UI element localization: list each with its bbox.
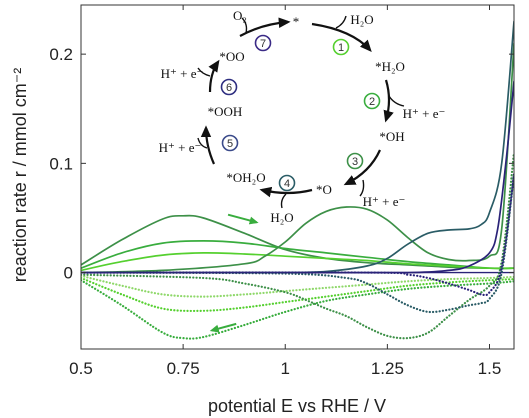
x-axis-title: potential E vs RHE / V: [208, 396, 386, 416]
cycle-arrow-2: [383, 79, 394, 123]
species-free-site: *: [293, 14, 300, 29]
cycle-step-circle-2: [363, 92, 381, 110]
reagent-arc-1: [335, 15, 347, 29]
y-tick-label: 0.1: [49, 154, 73, 173]
scan-direction-arrow-backward: [209, 322, 237, 333]
reagent-arc-7: [241, 17, 248, 34]
reverse-scan-series-8: [81, 274, 514, 298]
reverse-scan-series-6: [81, 279, 514, 340]
reagent-arc-2: [388, 95, 405, 107]
reagent-arc-3: [359, 179, 365, 197]
cycle-step-circle-4: [278, 174, 296, 192]
forward-scan-series-4: [81, 20, 514, 274]
cycle-step-number-7: 7: [260, 38, 266, 50]
reagent-proton-2: H⁺ + e⁻: [363, 194, 406, 209]
species-o: *O: [316, 182, 332, 197]
reagent-proton-1: H⁺ + e⁻: [403, 106, 446, 121]
reagent-o2-out: O₂: [233, 8, 247, 23]
cycle-step-markers: 1 2 3 4 5 6 7: [220, 34, 381, 192]
plot-area-frame: [80, 4, 515, 350]
cycle-step-number-6: 6: [226, 82, 232, 94]
reverse-scan-series-10: [81, 173, 514, 314]
cycle-arrow-1: [311, 22, 372, 52]
cycle-step-number-5: 5: [227, 138, 233, 150]
cycle-arrow-7: [239, 17, 291, 37]
forward-scan-series-2: [81, 252, 514, 272]
x-tick-label: 1.25: [371, 359, 404, 378]
reverse-scan-series-11: [81, 173, 514, 297]
species-oh2o: *OH₂O: [226, 170, 265, 185]
cycle-step-circle-3: [346, 152, 364, 170]
y-tick-label: 0.2: [49, 45, 73, 64]
species-oo: *OO: [219, 49, 244, 64]
reagent-arc-4: [280, 193, 287, 209]
cycle-arrow-5: [200, 125, 216, 165]
forward-scan-series-5: [81, 80, 514, 274]
x-tick-label: 1: [281, 359, 290, 378]
cycle-step-circle-5: [221, 134, 239, 152]
reagent-proton-3: H⁺ + e⁻: [159, 140, 202, 155]
cycle-arrow-4: [259, 186, 313, 198]
cycle-step-number-3: 3: [352, 156, 358, 168]
reagent-h2o-in: H₂O: [350, 12, 373, 27]
reagent-arc-6: [197, 67, 211, 77]
scan-direction-arrow-forward: [227, 213, 259, 225]
x-tick-label: 0.5: [69, 359, 93, 378]
axes-frame: [80, 4, 515, 350]
cycle-step-number-2: 2: [369, 96, 375, 108]
x-tick-label: 0.75: [167, 359, 200, 378]
tick-layer: 0.5 0.75 1 1.25 1.5 0 0.1 0.2: [49, 5, 514, 378]
reagent-h2o-out: H₂O: [270, 210, 293, 225]
reaction-cycle-inset: * *H₂O *OH *O *OH₂O *OOH *OO H₂O H⁺ + e⁻…: [159, 8, 446, 225]
cycle-arrow-3: [343, 149, 382, 186]
species-h2o: *H₂O: [375, 59, 405, 74]
cycle-step-circle-6: [220, 78, 238, 96]
reverse-scan-series-9: [81, 151, 514, 340]
y-tick-label: 0: [64, 264, 73, 283]
forward-scan-series-3: [81, 42, 514, 274]
species-ooh: *OOH: [208, 104, 243, 119]
cycle-step-circle-1: [332, 38, 350, 56]
series-layer: [81, 20, 514, 340]
species-oh: *OH: [379, 129, 404, 144]
reagent-proton-4: H⁺ + e⁻: [161, 66, 204, 81]
forward-scan-series-1: [81, 240, 514, 270]
cycle-step-number-1: 1: [338, 42, 344, 54]
x-tick-label: 1.5: [478, 359, 502, 378]
cycle-step-circle-7: [254, 34, 272, 52]
cycle-step-number-4: 4: [284, 178, 290, 190]
y-axis-title: reaction rate r / mmol cm⁻²: [10, 68, 30, 283]
scan-arrow-layer: [209, 213, 259, 333]
forward-scan-series-0: [81, 214, 514, 270]
reagent-arc-5: [197, 137, 208, 149]
cycle-arrow-6: [208, 59, 220, 93]
